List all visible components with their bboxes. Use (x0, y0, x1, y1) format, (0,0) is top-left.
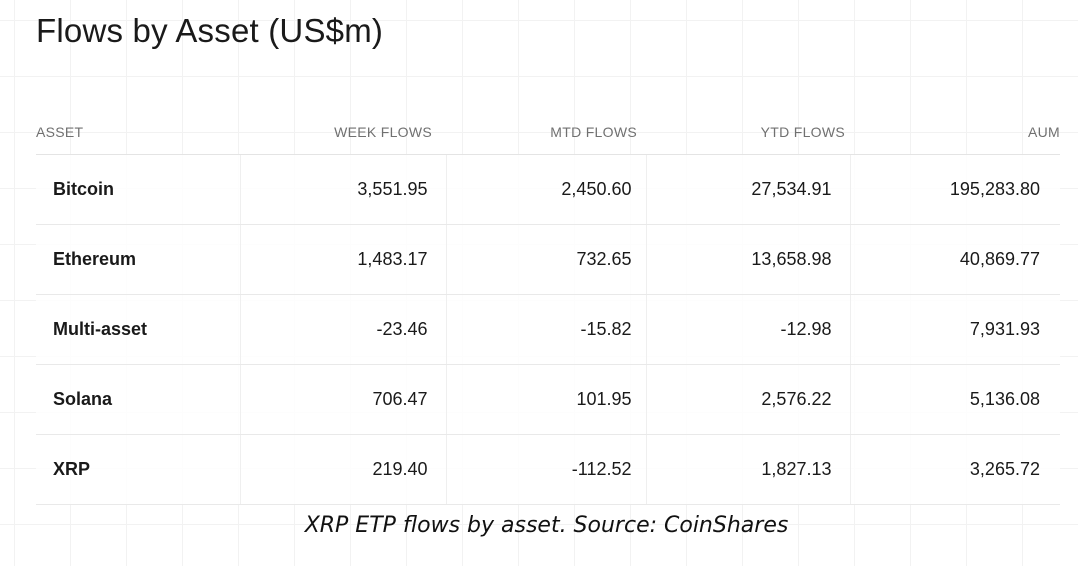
aum-value: 40,869.77 (850, 224, 1060, 295)
ytd-flows-value: 1,827.13 (646, 434, 851, 505)
ytd-flows-value: 13,658.98 (646, 224, 851, 295)
table-row: XRP 219.40 -112.52 1,827.13 3,265.72 (36, 434, 1060, 505)
mtd-flows-value: 101.95 (446, 364, 647, 435)
column-header-ytd-flows: YTD FLOWS (646, 110, 850, 155)
week-flows-value: 1,483.17 (240, 224, 447, 295)
ytd-flows-value: 27,534.91 (646, 154, 851, 225)
table-row: Ethereum 1,483.17 732.65 13,658.98 40,86… (36, 224, 1060, 295)
table-title: Flows by Asset (US$m) (36, 12, 384, 49)
week-flows-value: -23.46 (240, 294, 447, 365)
asset-name: Bitcoin (36, 154, 241, 225)
asset-name: Solana (36, 364, 241, 435)
asset-name: Multi-asset (36, 294, 241, 365)
ytd-flows-value: -12.98 (646, 294, 851, 365)
column-header-asset: ASSET (36, 110, 240, 155)
ytd-flows-value: 2,576.22 (646, 364, 851, 435)
column-header-aum: AUM (850, 110, 1060, 155)
asset-name: Ethereum (36, 224, 241, 295)
aum-value: 7,931.93 (850, 294, 1060, 365)
mtd-flows-value: 2,450.60 (446, 154, 647, 225)
header-row: ASSET WEEK FLOWS MTD FLOWS YTD FLOWS AUM (36, 110, 1060, 155)
column-header-week-flows: WEEK FLOWS (240, 110, 446, 155)
flows-table-container: ASSET WEEK FLOWS MTD FLOWS YTD FLOWS AUM… (36, 110, 1060, 505)
week-flows-value: 3,551.95 (240, 154, 447, 225)
figure-caption: XRP ETP flows by asset. Source: CoinShar… (304, 513, 789, 538)
mtd-flows-value: 732.65 (446, 224, 647, 295)
aum-value: 5,136.08 (850, 364, 1060, 435)
week-flows-value: 706.47 (240, 364, 447, 435)
table-row: Bitcoin 3,551.95 2,450.60 27,534.91 195,… (36, 154, 1060, 225)
flows-table: ASSET WEEK FLOWS MTD FLOWS YTD FLOWS AUM… (36, 110, 1060, 505)
aum-value: 3,265.72 (850, 434, 1060, 505)
aum-value: 195,283.80 (850, 154, 1060, 225)
mtd-flows-value: -15.82 (446, 294, 647, 365)
asset-name: XRP (36, 434, 241, 505)
mtd-flows-value: -112.52 (446, 434, 647, 505)
week-flows-value: 219.40 (240, 434, 447, 505)
table-row: Solana 706.47 101.95 2,576.22 5,136.08 (36, 364, 1060, 435)
column-header-mtd-flows: MTD FLOWS (446, 110, 646, 155)
table-row: Multi-asset -23.46 -15.82 -12.98 7,931.9… (36, 294, 1060, 365)
